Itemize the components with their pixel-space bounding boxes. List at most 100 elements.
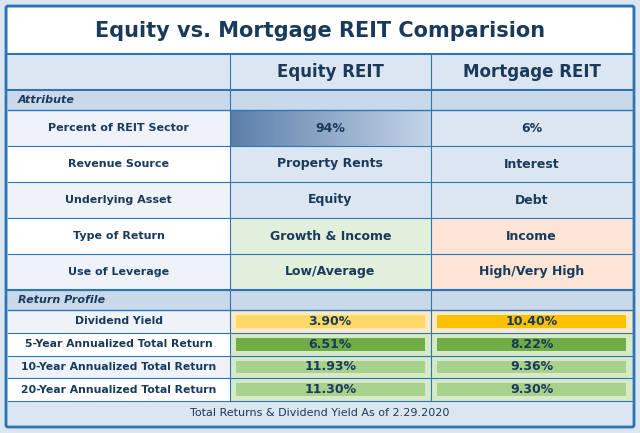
Bar bbox=[274, 110, 276, 146]
Text: 10-Year Annualized Total Return: 10-Year Annualized Total Return bbox=[21, 362, 216, 372]
Bar bbox=[383, 110, 385, 146]
Bar bbox=[8, 54, 632, 90]
Bar bbox=[387, 110, 389, 146]
Bar bbox=[236, 338, 425, 350]
Bar bbox=[371, 110, 373, 146]
Bar bbox=[302, 110, 305, 146]
Bar bbox=[332, 110, 335, 146]
Bar bbox=[395, 110, 397, 146]
Bar bbox=[437, 383, 626, 396]
Bar bbox=[362, 110, 365, 146]
Bar bbox=[8, 290, 632, 310]
Bar bbox=[266, 110, 268, 146]
Text: Percent of REIT Sector: Percent of REIT Sector bbox=[48, 123, 189, 133]
Text: Underlying Asset: Underlying Asset bbox=[65, 195, 172, 205]
Bar bbox=[413, 110, 415, 146]
Bar bbox=[425, 110, 428, 146]
Bar bbox=[355, 110, 357, 146]
Bar bbox=[431, 378, 632, 401]
Bar bbox=[358, 110, 361, 146]
Bar bbox=[264, 110, 266, 146]
Text: Income: Income bbox=[506, 229, 557, 242]
Bar bbox=[237, 110, 240, 146]
Bar bbox=[360, 110, 363, 146]
Bar bbox=[312, 110, 315, 146]
Bar bbox=[367, 110, 369, 146]
Bar bbox=[8, 90, 632, 110]
Bar bbox=[405, 110, 408, 146]
Bar bbox=[236, 383, 425, 396]
Bar bbox=[372, 110, 375, 146]
Bar bbox=[310, 110, 313, 146]
Text: Dividend Yield: Dividend Yield bbox=[75, 317, 163, 326]
Bar bbox=[431, 254, 632, 290]
Bar bbox=[244, 110, 246, 146]
Bar bbox=[369, 110, 371, 146]
Text: Return Profile: Return Profile bbox=[18, 295, 105, 305]
Bar bbox=[353, 110, 355, 146]
Bar bbox=[288, 110, 291, 146]
Bar bbox=[294, 110, 296, 146]
Bar bbox=[431, 310, 632, 333]
Bar bbox=[411, 110, 413, 146]
Bar bbox=[423, 110, 426, 146]
Text: High/Very High: High/Very High bbox=[479, 265, 584, 278]
Bar bbox=[314, 110, 317, 146]
Bar bbox=[256, 110, 258, 146]
Bar bbox=[407, 110, 410, 146]
Text: 6%: 6% bbox=[521, 122, 542, 135]
Bar bbox=[431, 218, 632, 254]
Bar bbox=[282, 110, 284, 146]
Bar bbox=[421, 110, 424, 146]
Bar bbox=[230, 182, 431, 218]
Bar bbox=[290, 110, 292, 146]
Bar bbox=[356, 110, 359, 146]
Text: Type of Return: Type of Return bbox=[73, 231, 164, 241]
Bar bbox=[230, 254, 431, 290]
Bar bbox=[8, 378, 230, 401]
Bar bbox=[388, 110, 391, 146]
Bar bbox=[234, 110, 236, 146]
Bar bbox=[409, 110, 412, 146]
Bar bbox=[337, 110, 339, 146]
Bar bbox=[268, 110, 270, 146]
Bar bbox=[381, 110, 383, 146]
Bar bbox=[417, 110, 419, 146]
Bar bbox=[340, 110, 343, 146]
Bar bbox=[239, 110, 242, 146]
Bar bbox=[270, 110, 273, 146]
Bar bbox=[286, 110, 289, 146]
Bar bbox=[427, 110, 429, 146]
Bar bbox=[8, 310, 230, 333]
Bar bbox=[346, 110, 349, 146]
Bar bbox=[276, 110, 278, 146]
Bar bbox=[8, 182, 230, 218]
Bar bbox=[385, 110, 387, 146]
Bar bbox=[296, 110, 298, 146]
Bar bbox=[401, 110, 403, 146]
Text: Total Returns & Dividend Yield As of 2.29.2020: Total Returns & Dividend Yield As of 2.2… bbox=[190, 408, 450, 418]
Bar bbox=[236, 315, 425, 328]
Bar bbox=[344, 110, 347, 146]
Text: 20-Year Annualized Total Return: 20-Year Annualized Total Return bbox=[21, 385, 216, 394]
Text: 11.93%: 11.93% bbox=[304, 360, 356, 373]
Bar bbox=[8, 110, 230, 146]
Text: 94%: 94% bbox=[316, 122, 345, 135]
Bar bbox=[391, 110, 393, 146]
Text: 11.30%: 11.30% bbox=[304, 383, 356, 396]
Bar bbox=[230, 146, 431, 182]
Bar bbox=[258, 110, 260, 146]
Bar bbox=[351, 110, 353, 146]
Text: Debt: Debt bbox=[515, 194, 548, 207]
Bar bbox=[348, 110, 351, 146]
Bar bbox=[379, 110, 381, 146]
Text: 6.51%: 6.51% bbox=[308, 338, 352, 351]
Text: 8.22%: 8.22% bbox=[510, 338, 553, 351]
Bar bbox=[230, 333, 431, 355]
Bar bbox=[399, 110, 401, 146]
Bar bbox=[339, 110, 341, 146]
Bar bbox=[8, 254, 230, 290]
Bar bbox=[8, 401, 632, 425]
Text: 9.36%: 9.36% bbox=[510, 360, 553, 373]
Bar bbox=[322, 110, 324, 146]
